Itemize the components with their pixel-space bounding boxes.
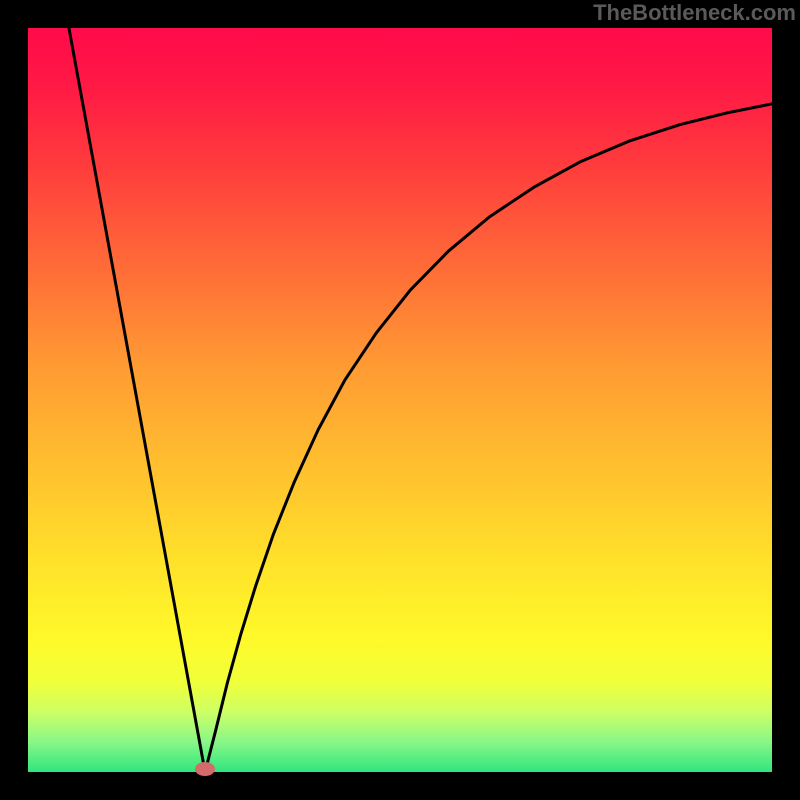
- minimum-marker: [195, 762, 215, 776]
- curve-layer: [28, 28, 772, 772]
- plot-area: [28, 28, 772, 772]
- attribution-text: TheBottleneck.com: [593, 0, 796, 26]
- chart-container: TheBottleneck.com: [0, 0, 800, 800]
- bottleneck-curve: [69, 28, 772, 772]
